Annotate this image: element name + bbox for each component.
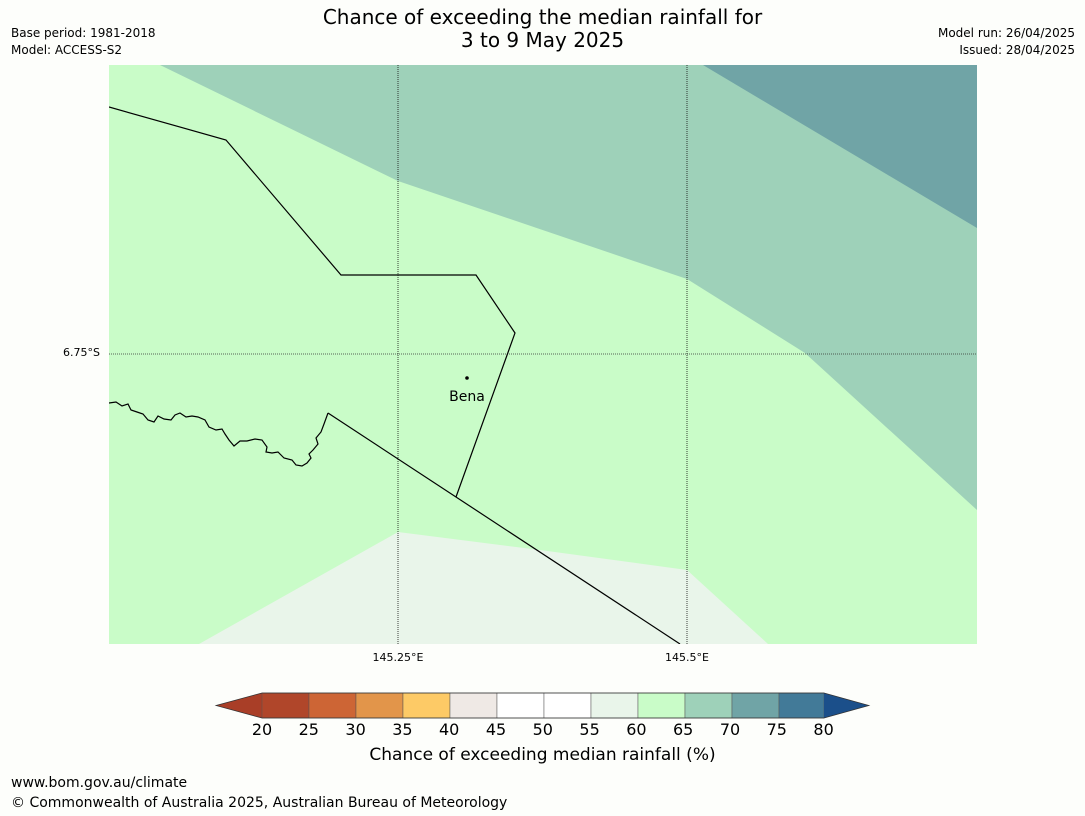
title-line-2: 3 to 9 May 2025 bbox=[460, 28, 625, 52]
colorbar-tick-60: 60 bbox=[626, 720, 647, 739]
colorbar-label: Chance of exceeding median rainfall (%) bbox=[369, 745, 716, 765]
footer-copyright: © Commonwealth of Australia 2025, Austra… bbox=[11, 795, 508, 811]
model-run: Model run: 26/04/2025 bbox=[937, 26, 1075, 40]
base-period: Base period: 1981-2018 bbox=[11, 26, 156, 40]
colorbar-swatch-70-75 bbox=[731, 692, 780, 719]
latitude-label: 6.75°S bbox=[63, 346, 100, 359]
colorbar-swatch-25-30 bbox=[308, 692, 357, 719]
colorbar-tick-40: 40 bbox=[439, 720, 460, 739]
colorbar-tick-45: 45 bbox=[485, 720, 507, 739]
place-label: Bena bbox=[449, 389, 485, 405]
longitude-label-145-25: 145.25°E bbox=[372, 651, 424, 664]
colorbar-tick-35: 35 bbox=[392, 720, 413, 739]
colorbar-tick-55: 55 bbox=[579, 720, 600, 739]
map-area: Bena bbox=[109, 65, 977, 644]
province-border bbox=[109, 106, 516, 498]
colorbar-swatch-75-80 bbox=[778, 692, 825, 719]
colorbar-swatch-55-60 bbox=[590, 692, 639, 719]
colorbar-swatch-50-55 bbox=[543, 692, 592, 719]
place-marker bbox=[465, 376, 469, 380]
longitude-label-145-5: 145.5°E bbox=[665, 651, 709, 664]
colorbar-extend-right bbox=[824, 693, 869, 718]
title-line-1: Chance of exceeding the median rainfall … bbox=[322, 5, 763, 29]
metadata-left: Base period: 1981-2018 Model: ACCESS-S2 bbox=[11, 25, 156, 59]
colorbar-swatch-30-35 bbox=[355, 692, 404, 719]
colorbar-tick-20: 20 bbox=[251, 720, 273, 739]
footer-url: www.bom.gov.au/climate bbox=[11, 775, 188, 791]
zone-55-60 bbox=[199, 532, 768, 644]
river-outline bbox=[109, 401, 329, 467]
colorbar-outline bbox=[214, 692, 871, 719]
model-name: Model: ACCESS-S2 bbox=[11, 43, 123, 57]
colorbar-swatch-65-70 bbox=[684, 692, 733, 719]
colorbar-tick-30: 30 bbox=[345, 720, 366, 739]
colorbar-tick-65: 65 bbox=[673, 720, 694, 739]
colorbar-tick-80: 80 bbox=[813, 720, 834, 739]
colorbar-tick-50: 50 bbox=[532, 720, 553, 739]
colorbar-swatch-60-65 bbox=[637, 692, 686, 719]
colorbar-swatch-20-25 bbox=[261, 692, 310, 719]
zone-70-75 bbox=[703, 65, 977, 228]
colorbar-tick-70: 70 bbox=[719, 720, 741, 739]
zone-65-70 bbox=[160, 65, 977, 510]
issued-date: Issued: 28/04/2025 bbox=[959, 43, 1075, 57]
colorbar-swatch-40-45 bbox=[449, 692, 498, 719]
colorbar-swatch-45-50 bbox=[496, 692, 545, 719]
colorbar-swatch-35-40 bbox=[402, 692, 451, 719]
colorbar-tick-25: 25 bbox=[298, 720, 319, 739]
colorbar-extend-left bbox=[216, 693, 262, 718]
province-border-south bbox=[327, 412, 681, 644]
colorbar-tick-75: 75 bbox=[766, 720, 787, 739]
colorbar bbox=[214, 692, 871, 719]
metadata-right: Model run: 26/04/2025 Issued: 28/04/2025 bbox=[938, 25, 1075, 59]
map-title: Chance of exceeding the median rainfall … bbox=[0, 6, 1085, 52]
